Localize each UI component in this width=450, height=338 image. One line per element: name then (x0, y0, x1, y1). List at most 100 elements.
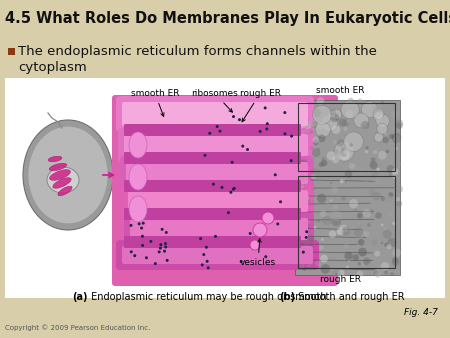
Circle shape (297, 243, 305, 250)
Circle shape (340, 150, 347, 157)
Circle shape (365, 146, 369, 149)
Circle shape (164, 245, 167, 248)
Circle shape (381, 242, 383, 244)
Circle shape (249, 232, 252, 235)
Circle shape (342, 226, 351, 236)
Circle shape (347, 229, 351, 233)
Circle shape (346, 266, 349, 269)
Circle shape (354, 227, 363, 237)
Circle shape (205, 246, 208, 249)
Circle shape (320, 255, 328, 263)
Circle shape (264, 255, 267, 258)
Circle shape (310, 120, 316, 127)
FancyBboxPatch shape (122, 246, 313, 264)
Circle shape (394, 185, 403, 194)
Circle shape (133, 254, 136, 257)
Circle shape (359, 225, 361, 227)
Circle shape (311, 168, 320, 177)
Circle shape (375, 272, 381, 278)
Circle shape (356, 234, 363, 242)
Circle shape (337, 228, 344, 235)
Circle shape (390, 272, 394, 276)
FancyBboxPatch shape (124, 124, 301, 136)
Circle shape (319, 245, 324, 250)
Circle shape (376, 109, 378, 111)
Circle shape (161, 228, 164, 231)
Circle shape (308, 220, 310, 223)
Text: The endoplasmic reticulum forms channels within the: The endoplasmic reticulum forms channels… (18, 46, 377, 58)
Circle shape (372, 172, 378, 178)
Circle shape (327, 203, 329, 205)
Circle shape (332, 125, 340, 134)
Circle shape (141, 235, 144, 238)
Circle shape (199, 237, 202, 240)
Circle shape (216, 125, 219, 128)
FancyBboxPatch shape (124, 134, 308, 156)
FancyBboxPatch shape (116, 96, 314, 132)
Ellipse shape (129, 164, 147, 190)
Circle shape (313, 140, 319, 145)
Circle shape (345, 110, 354, 119)
Circle shape (305, 230, 308, 233)
Circle shape (381, 223, 383, 226)
Circle shape (159, 246, 162, 249)
Circle shape (227, 211, 230, 214)
Circle shape (293, 199, 300, 206)
Circle shape (372, 111, 376, 115)
Circle shape (354, 113, 369, 128)
Circle shape (361, 121, 369, 129)
Circle shape (279, 200, 282, 203)
Circle shape (386, 149, 389, 153)
Text: 4.5 What Roles Do Membranes Play In Eukaryotic Cells?: 4.5 What Roles Do Membranes Play In Euka… (5, 10, 450, 25)
Circle shape (367, 223, 371, 227)
Circle shape (319, 162, 324, 167)
Circle shape (376, 265, 383, 272)
Circle shape (265, 219, 268, 222)
Circle shape (345, 170, 352, 178)
Circle shape (377, 123, 387, 134)
Ellipse shape (48, 156, 62, 162)
Circle shape (253, 223, 267, 237)
Circle shape (142, 222, 145, 225)
Circle shape (314, 226, 317, 229)
Ellipse shape (23, 120, 113, 230)
Circle shape (321, 115, 338, 131)
Circle shape (371, 157, 376, 162)
Circle shape (327, 151, 336, 160)
Circle shape (387, 212, 395, 219)
Circle shape (294, 188, 300, 194)
Circle shape (333, 140, 337, 144)
Circle shape (342, 179, 345, 183)
Circle shape (315, 122, 330, 137)
Circle shape (386, 244, 391, 249)
Circle shape (203, 154, 207, 157)
FancyBboxPatch shape (124, 208, 301, 220)
Circle shape (361, 101, 378, 118)
Circle shape (208, 132, 211, 135)
Circle shape (387, 165, 395, 173)
Circle shape (238, 118, 241, 121)
FancyBboxPatch shape (112, 95, 338, 286)
Circle shape (330, 199, 333, 202)
Circle shape (344, 148, 351, 155)
Circle shape (292, 157, 300, 165)
Text: rough ER: rough ER (320, 275, 360, 284)
Circle shape (241, 145, 244, 148)
Circle shape (384, 270, 388, 274)
Circle shape (207, 266, 210, 269)
FancyBboxPatch shape (118, 128, 314, 162)
Circle shape (334, 141, 354, 161)
Circle shape (341, 196, 346, 200)
Circle shape (387, 124, 390, 127)
Circle shape (300, 180, 305, 186)
Circle shape (382, 230, 392, 239)
Circle shape (158, 250, 161, 254)
Circle shape (393, 135, 401, 142)
Bar (298, 103, 395, 171)
Circle shape (330, 182, 333, 184)
FancyBboxPatch shape (130, 218, 308, 240)
Ellipse shape (49, 163, 67, 171)
Circle shape (374, 251, 380, 257)
Circle shape (369, 189, 376, 196)
Circle shape (220, 186, 224, 189)
